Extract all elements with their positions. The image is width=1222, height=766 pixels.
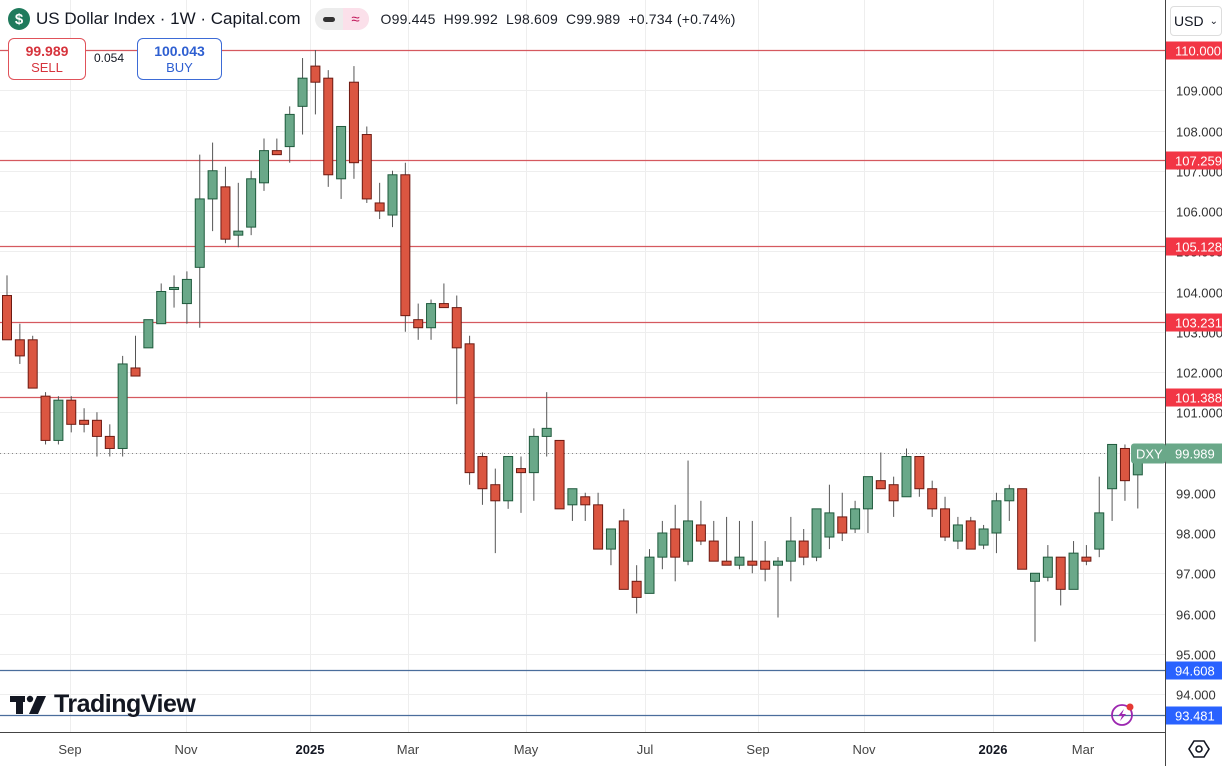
sell-button[interactable]: 99.989 SELL [8,38,86,80]
dollar-icon: $ [8,8,30,30]
svg-text:103.231: 103.231 [1175,316,1222,331]
close-value: C99.989 [566,11,621,27]
time-tick: Nov [852,742,876,757]
buy-button[interactable]: 100.043 BUY [137,38,222,80]
price-tick: 106.000 [1176,205,1222,220]
time-tick: May [514,742,539,757]
low-value: L98.609 [506,11,559,27]
time-tick: Mar [397,742,420,757]
last-price-marker: DXY 99.989 [1131,443,1222,464]
buy-price: 100.043 [154,42,205,59]
currency-select[interactable]: USD ⌄ [1170,6,1222,36]
settings-hex-icon[interactable] [1186,736,1212,762]
price-tick: 99.000 [1176,487,1216,502]
chart-grid [0,0,1165,732]
tradingview-mark-icon [10,695,46,714]
indicator-chip[interactable]: ≈ [314,8,369,30]
time-tick: Sep [58,742,81,757]
spread-value: 0.054 [94,51,125,65]
svg-text:99.989: 99.989 [1175,447,1215,462]
ohlc-readout: O99.445 H99.992 L98.609 C99.989 +0.734 (+0.7… [381,11,744,27]
price-tick: 97.000 [1176,567,1216,582]
svg-text:DXY: DXY [1136,447,1163,462]
currency-value: USD [1174,13,1204,29]
price-tick: 94.000 [1176,688,1216,703]
price-tick: 101.000 [1176,406,1222,421]
tradingview-wordmark: TradingView [54,690,196,718]
price-tick: 95.000 [1176,648,1216,663]
buy-label: BUY [166,59,193,75]
level-labels: 110.000 107.259 105.128 103.231 101.388 94.60… [1166,41,1222,725]
price-tick: 104.000 [1176,286,1222,301]
candlesticks [2,50,1143,642]
svg-text:107.259: 107.259 [1175,154,1222,169]
change-value: +0.734 (+0.74%) [628,11,736,27]
approx-icon[interactable]: ≈ [342,8,369,30]
price-tick: 96.000 [1176,608,1216,623]
svg-text:101.388: 101.388 [1175,391,1222,406]
high-value: H99.992 [443,11,498,27]
sell-label: SELL [31,59,63,75]
tradingview-logo[interactable]: TradingView [10,690,196,719]
price-tick: 98.000 [1176,527,1216,542]
svg-text:110.000: 110.000 [1175,44,1221,59]
time-tick: Sep [746,742,769,757]
time-axis[interactable]: Sep Nov 2025 Mar May Jul Sep Nov 2026 Mar [58,742,1094,757]
time-tick: Nov [174,742,198,757]
price-tick: 108.000 [1176,125,1222,140]
horizontal-levels [0,49,1166,717]
price-axis[interactable]: 110.000109.000108.000107.000106.000105.0… [1176,44,1222,703]
time-tick: 2026 [979,742,1008,757]
time-tick: 2025 [296,742,325,757]
price-tick: 109.000 [1176,84,1222,99]
chart-header: $ US Dollar Index · 1W · Capital.com ≈ O… [8,6,744,32]
lightning-alert-icon[interactable] [1110,701,1136,727]
open-value: O99.445 [380,11,436,27]
price-tick: 102.000 [1176,366,1222,381]
symbol-title[interactable]: US Dollar Index · 1W · Capital.com [36,9,301,28]
chevron-down-icon: ⌄ [1209,15,1218,27]
time-tick: Mar [1072,742,1095,757]
svg-text:105.128: 105.128 [1175,240,1222,255]
sell-price: 99.989 [25,42,69,59]
svg-text:93.481: 93.481 [1175,709,1215,724]
svg-text:94.608: 94.608 [1175,664,1215,679]
minus-icon[interactable] [315,8,343,30]
time-tick: Jul [637,742,654,757]
